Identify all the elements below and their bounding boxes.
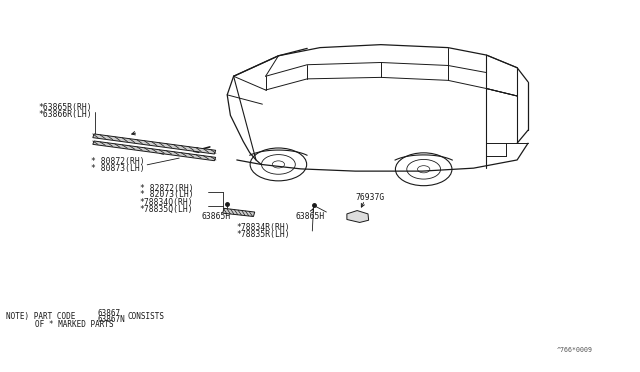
- Text: 63865H: 63865H: [202, 212, 231, 221]
- Text: *63866R(LH): *63866R(LH): [38, 110, 92, 119]
- Text: NOTE) PART CODE: NOTE) PART CODE: [6, 312, 76, 321]
- Text: *78834R(RH): *78834R(RH): [237, 223, 291, 232]
- Polygon shape: [223, 208, 255, 217]
- Text: CONSISTS: CONSISTS: [128, 312, 165, 321]
- Text: ^766*0009: ^766*0009: [557, 347, 593, 353]
- Text: * 80873(LH): * 80873(LH): [91, 164, 145, 173]
- Text: OF * MARKED PARTS: OF * MARKED PARTS: [35, 320, 114, 329]
- Text: *63865R(RH): *63865R(RH): [38, 103, 92, 112]
- Text: * 82073(LH): * 82073(LH): [140, 190, 193, 199]
- Polygon shape: [93, 134, 216, 154]
- Text: 63865H: 63865H: [296, 212, 325, 221]
- Text: * 82872(RH): * 82872(RH): [140, 184, 193, 193]
- Polygon shape: [93, 141, 216, 161]
- Polygon shape: [347, 211, 369, 222]
- Text: * 80872(RH): * 80872(RH): [91, 157, 145, 166]
- Text: 76937G: 76937G: [355, 193, 385, 202]
- Text: 63867N: 63867N: [97, 315, 125, 324]
- Text: *78835Q(LH): *78835Q(LH): [140, 205, 193, 214]
- Text: *78835R(LH): *78835R(LH): [237, 230, 291, 239]
- Text: 63867: 63867: [97, 309, 120, 318]
- Text: *78834Q(RH): *78834Q(RH): [140, 198, 193, 207]
